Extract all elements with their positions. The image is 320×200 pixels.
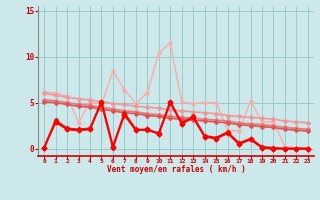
X-axis label: Vent moyen/en rafales ( km/h ): Vent moyen/en rafales ( km/h ) bbox=[107, 165, 245, 174]
